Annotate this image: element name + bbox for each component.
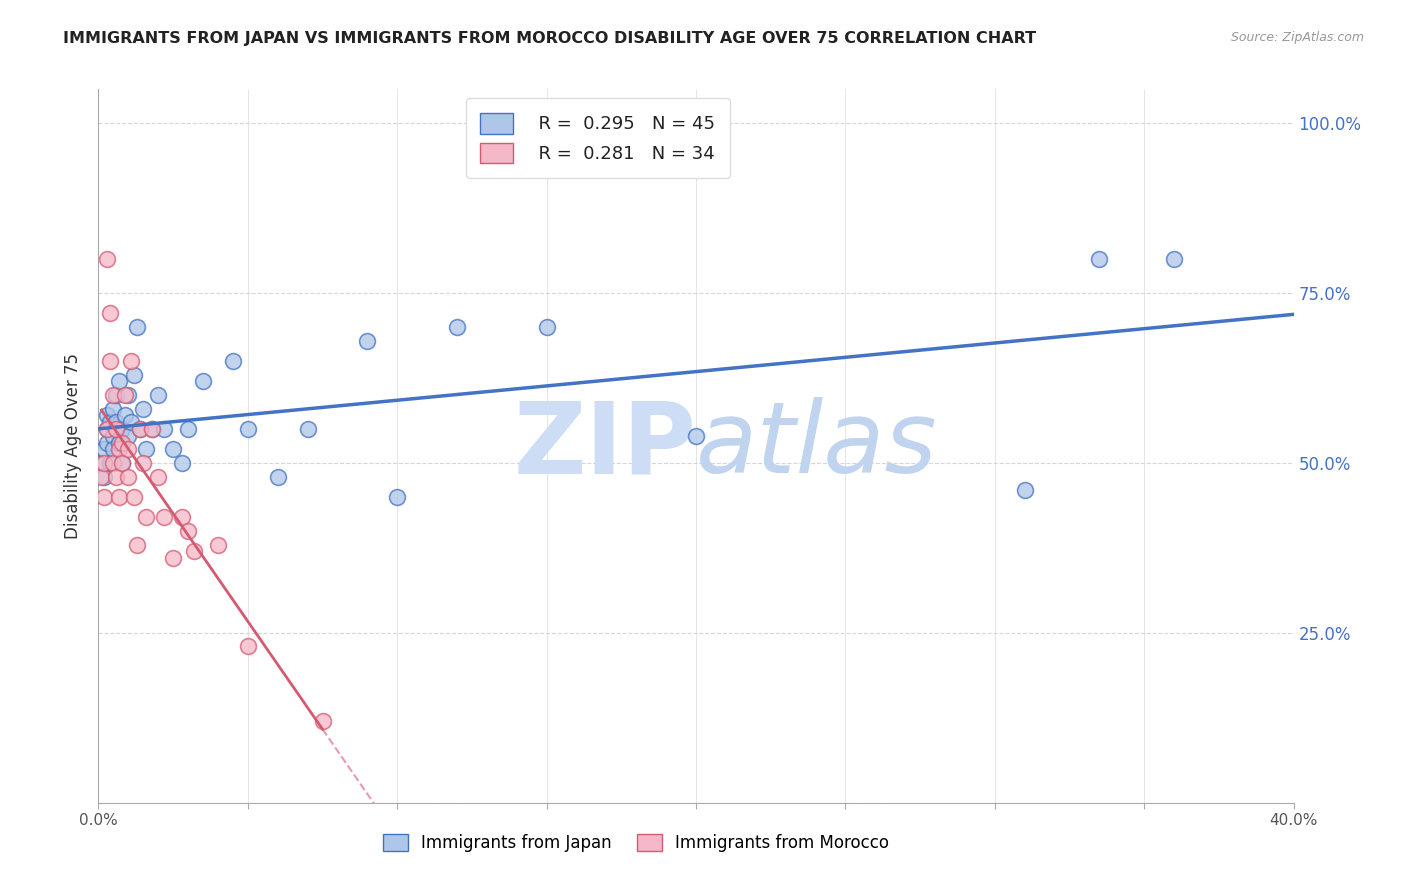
Point (162, 551, 184, 566)
Point (177, 524, 200, 538)
Text: Source: ZipAtlas.com: Source: ZipAtlas.com (1230, 31, 1364, 45)
Point (124, 490, 146, 504)
Point (108, 442, 131, 457)
Point (132, 456, 155, 470)
Point (117, 388, 139, 402)
Point (385, 490, 409, 504)
Point (236, 422, 259, 436)
Point (222, 354, 245, 368)
Point (96, 252, 118, 266)
Point (141, 422, 163, 436)
Point (685, 429, 707, 443)
Point (105, 388, 128, 402)
Point (162, 442, 184, 457)
Point (111, 435, 134, 450)
Text: atlas: atlas (696, 398, 938, 494)
Legend: Immigrants from Japan, Immigrants from Morocco: Immigrants from Japan, Immigrants from M… (377, 827, 896, 859)
Point (267, 469, 290, 483)
Point (93, 456, 115, 470)
Point (1163, 252, 1185, 266)
Point (1088, 252, 1111, 266)
Point (111, 456, 134, 470)
Point (536, 320, 558, 334)
Point (132, 401, 155, 416)
Point (191, 375, 214, 389)
Point (103, 401, 125, 416)
Point (90, 469, 112, 483)
Point (114, 409, 136, 423)
Point (114, 388, 136, 402)
Point (135, 442, 157, 457)
Point (108, 375, 131, 389)
Point (148, 469, 170, 483)
Point (153, 510, 176, 524)
Point (120, 415, 142, 429)
Point (127, 320, 149, 334)
Point (98, 354, 122, 368)
Point (117, 469, 139, 483)
Point (127, 537, 149, 551)
Point (90, 456, 112, 470)
Point (129, 422, 152, 436)
Point (311, 714, 333, 729)
Point (148, 388, 170, 402)
Point (153, 422, 176, 436)
Point (93, 490, 115, 504)
Point (93, 442, 115, 457)
Point (356, 334, 378, 348)
Point (103, 456, 125, 470)
Point (135, 510, 157, 524)
Point (105, 469, 128, 483)
Point (98, 456, 122, 470)
Point (177, 422, 200, 436)
Point (129, 422, 152, 436)
Point (105, 422, 128, 436)
Point (1014, 483, 1036, 498)
Point (124, 368, 146, 382)
Point (96, 409, 118, 423)
Point (297, 422, 319, 436)
Point (103, 388, 125, 402)
Point (207, 537, 229, 551)
Y-axis label: Disability Age Over 75: Disability Age Over 75 (65, 353, 83, 539)
Point (103, 429, 125, 443)
Point (111, 422, 134, 436)
Point (96, 422, 118, 436)
Point (446, 320, 468, 334)
Point (172, 456, 194, 470)
Point (236, 640, 259, 654)
Point (108, 490, 131, 504)
Point (108, 435, 131, 450)
Point (96, 435, 118, 450)
Point (120, 354, 142, 368)
Point (103, 442, 125, 457)
Point (93, 469, 115, 483)
Point (98, 415, 122, 429)
Text: IMMIGRANTS FROM JAPAN VS IMMIGRANTS FROM MOROCCO DISABILITY AGE OVER 75 CORRELAT: IMMIGRANTS FROM JAPAN VS IMMIGRANTS FROM… (63, 31, 1036, 46)
Point (111, 456, 134, 470)
Point (172, 510, 194, 524)
Point (117, 442, 139, 457)
Point (141, 422, 163, 436)
Point (105, 415, 128, 429)
Point (98, 306, 122, 320)
Text: ZIP: ZIP (513, 398, 696, 494)
Point (96, 422, 118, 436)
Point (183, 544, 205, 558)
Point (117, 429, 139, 443)
